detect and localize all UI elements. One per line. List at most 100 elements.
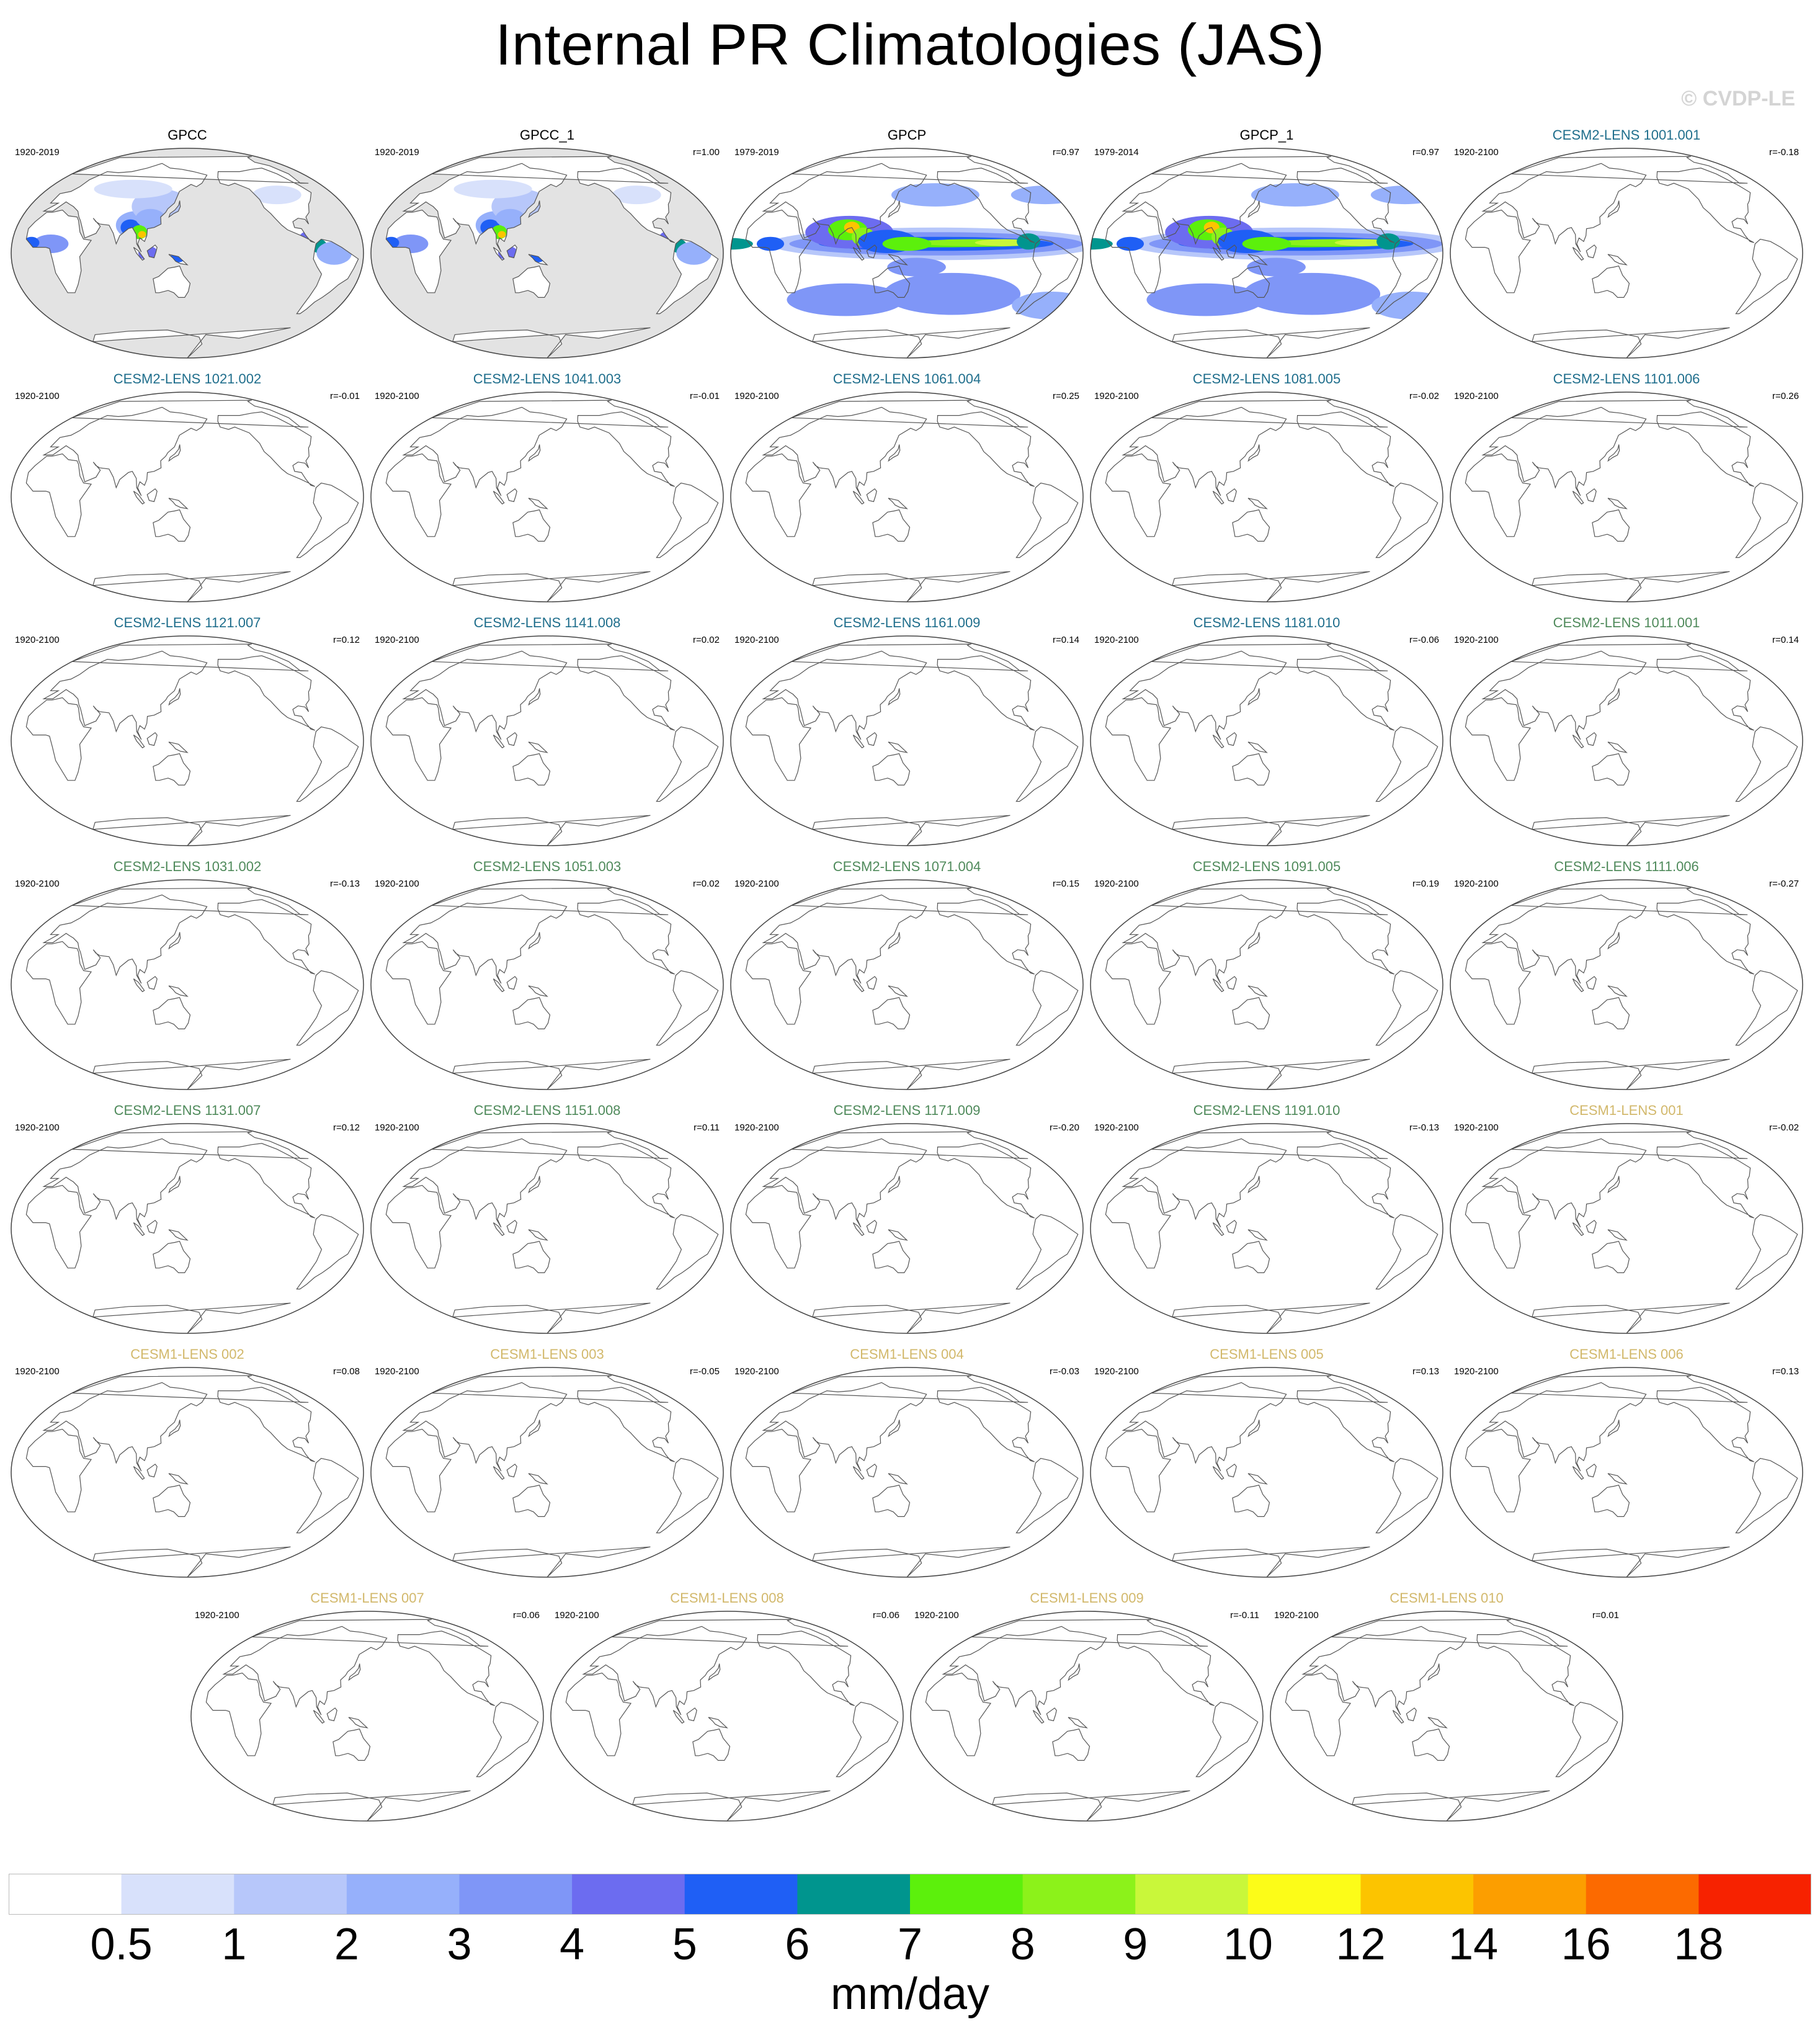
coastline [1105,697,1172,781]
coastline [656,482,719,558]
precip-contour [1242,236,1291,251]
map-border [11,1367,364,1578]
coastline [1607,932,1620,950]
coastline [25,941,92,1025]
coastline [888,932,901,950]
coastline [1247,688,1260,706]
panel-years: 1920-2100 [375,635,419,645]
coastline [937,655,1035,731]
coastline [1586,244,1597,259]
coastline [1427,1663,1440,1681]
map-panel: GPCC 1920-2019 [7,127,367,360]
coastline [1555,1701,1618,1778]
map-panel: CESM2-LENS 1071.004 1920-2100 r=0.15 [727,859,1087,1091]
coastline [1285,1672,1352,1756]
land-fill [92,328,291,358]
coastline [1586,732,1597,746]
world-map [1450,879,1803,1090]
coastline [1212,491,1224,505]
map-background [1450,880,1803,1089]
coastline [528,985,548,997]
map-background [1270,1611,1623,1821]
coastline [872,753,911,785]
panel-years: 1920-2100 [1094,1122,1139,1133]
map-border [1450,1123,1803,1334]
coastline [402,894,568,984]
coastline [1296,1387,1394,1462]
map-border [730,635,1084,846]
coastline [1232,509,1270,542]
map-border [1450,1367,1803,1578]
map-border [370,391,724,602]
panel-years: 1920-2019 [15,147,60,158]
coastline [1586,1220,1597,1234]
coastline [1481,1138,1647,1228]
coastline [1232,266,1270,298]
coastline [1232,997,1270,1029]
coastline [812,1302,1010,1333]
coastline [493,491,505,505]
world-map [1090,391,1443,602]
coastline [402,163,568,253]
map-background [1450,1124,1803,1333]
coastline [1592,1241,1630,1273]
colorbar-tick-label: 14 [1448,1920,1499,1969]
precip-contour [1017,233,1040,250]
coastline [313,1710,325,1724]
coastline [872,1485,911,1517]
coastline [577,1143,675,1219]
coastline [866,976,877,990]
map-panel: CESM1-LENS 009 1920-2100 r=-0.11 [907,1590,1267,1823]
map-background [731,636,1083,846]
watermark: © CVDP-LE [1681,87,1795,110]
map-border [1090,879,1443,1090]
panel-pattern-correlation: r=0.14 [1772,635,1799,645]
panel-years: 1920-2100 [1094,635,1139,645]
coastline [1247,254,1268,266]
coastline [493,1222,505,1237]
coastline [872,509,911,542]
coastline [1481,1382,1647,1472]
coastline [222,1626,388,1716]
panel-pattern-correlation: r=0.13 [1412,1366,1439,1377]
map-background [11,392,364,602]
coastline [1015,238,1079,315]
precip-contour [495,208,525,228]
coastline [272,1790,471,1821]
panel-title: GPCP [887,127,927,143]
coastline [1481,650,1647,740]
panel-title: CESM1-LENS 009 [1030,1590,1144,1606]
coastline [1105,453,1172,537]
coastline [762,163,927,253]
coastline [1212,247,1224,261]
coastline [42,1382,208,1472]
coastline [348,1717,368,1729]
coastline [1465,1184,1532,1269]
world-map [370,391,724,602]
coastline [1247,200,1260,218]
coastline [1656,1143,1754,1219]
coastline [326,1707,337,1722]
world-map [1090,635,1443,846]
coastline [71,400,309,427]
coastline [852,491,865,505]
coastline [656,238,719,315]
world-map [730,148,1084,359]
coastline [812,571,1010,602]
panel-title: CESM2-LENS 1111.006 [1554,859,1699,874]
panel-title: CESM2-LENS 1031.002 [113,859,262,874]
coastline [1105,209,1172,293]
coastline [937,899,1035,975]
coastline [791,1131,1028,1159]
map-panel: CESM2-LENS 1001.001 1920-2100 r=-0.18 [1447,127,1806,360]
map-panel: CESM1-LENS 008 1920-2100 r=0.06 [547,1590,907,1823]
coastline [1247,1420,1260,1438]
colorbar-tick-label: 8 [1010,1920,1035,1969]
coastline [42,894,208,984]
coastline [1015,1457,1079,1534]
coastline [25,209,92,293]
map-panel: CESM1-LENS 002 1920-2100 r=0.08 [7,1346,367,1579]
coastline [133,735,145,749]
coastline [971,1619,1208,1647]
coastline [1247,932,1260,950]
